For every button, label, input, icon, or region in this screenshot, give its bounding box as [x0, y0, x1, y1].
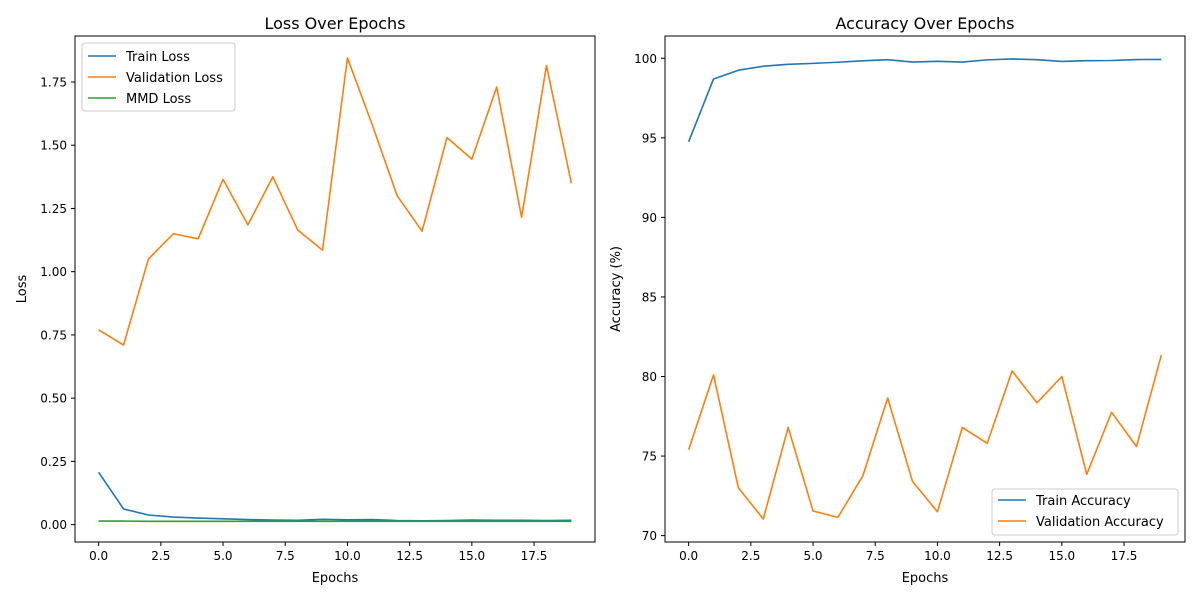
loss-plot-area	[74, 35, 596, 543]
accuracy-legend-label-validation: Validation Accuracy	[1036, 515, 1164, 530]
accuracy-legend-box	[991, 488, 1179, 536]
accuracy-chart: Accuracy Over Epochs 0.0 2.5 5.0 7.5 10.0 12.…	[609, 14, 1186, 586]
loss-chart: Loss Over Epochs 0.0 2.5 5.0 7.5 10.0 12.5 15.…	[15, 14, 596, 586]
loss-x-tick-label: 2.5	[151, 549, 170, 563]
loss-series-group	[97, 57, 573, 523]
accuracy-x-tick-label: 17.5	[1111, 549, 1138, 563]
accuracy-series-group	[687, 58, 1163, 520]
loss-x-tick-label: 0.0	[89, 549, 108, 563]
accuracy-x-ticks: 0.0 2.5 5.0 7.5 10.0 12.5 15.0 17.5	[679, 542, 1137, 563]
accuracy-y-tick-label: 75	[642, 450, 657, 464]
accuracy-y-tick-label: 70	[642, 529, 657, 543]
accuracy-y-axis-label: Accuracy (%)	[609, 246, 624, 332]
loss-legend-label-validation: Validation Loss	[126, 71, 223, 86]
loss-chart-title: Loss Over Epochs	[264, 14, 405, 33]
loss-y-tick-label: 1.25	[40, 202, 67, 216]
accuracy-y-tick-label: 80	[642, 370, 657, 384]
loss-y-ticks: 0.00 0.25 0.50 0.75 1.00 1.25 1.50 1.75	[40, 75, 75, 532]
loss-legend-box	[81, 42, 236, 112]
accuracy-series-validation-accuracy	[687, 354, 1163, 520]
accuracy-y-ticks: 70 75 80 85 90 95 100	[634, 52, 665, 543]
accuracy-x-tick-label: 0.0	[679, 549, 698, 563]
accuracy-y-tick-label: 90	[642, 211, 657, 225]
loss-x-tick-label: 15.0	[458, 549, 485, 563]
loss-y-tick-label: 0.00	[40, 518, 67, 532]
accuracy-x-tick-label: 10.0	[924, 549, 951, 563]
loss-series-train-loss	[97, 471, 572, 522]
loss-x-tick-label: 17.5	[521, 549, 548, 563]
loss-legend: Train Loss Validation Loss MMD Loss	[81, 42, 236, 112]
loss-y-tick-label: 0.50	[40, 392, 67, 406]
loss-y-tick-label: 1.50	[40, 139, 67, 153]
accuracy-series-train-accuracy	[687, 58, 1162, 143]
loss-y-tick-label: 1.75	[40, 75, 67, 89]
loss-y-tick-label: 0.25	[40, 455, 67, 469]
loss-legend-label-train: Train Loss	[125, 50, 190, 65]
loss-legend-label-mmd: MMD Loss	[126, 92, 191, 107]
accuracy-x-tick-label: 5.0	[803, 549, 822, 563]
loss-y-tick-label: 1.00	[40, 265, 67, 279]
accuracy-legend-label-train: Train Accuracy	[1035, 494, 1131, 509]
accuracy-x-tick-label: 2.5	[741, 549, 760, 563]
loss-x-ticks: 0.0 2.5 5.0 7.5 10.0 12.5 15.0 17.5	[89, 542, 547, 563]
accuracy-y-tick-label: 85	[642, 290, 657, 304]
loss-x-tick-label: 10.0	[334, 549, 361, 563]
accuracy-plot-area	[664, 35, 1186, 543]
loss-x-axis-label: Epochs	[312, 571, 359, 586]
loss-x-tick-label: 5.0	[213, 549, 232, 563]
accuracy-chart-title: Accuracy Over Epochs	[835, 14, 1014, 33]
loss-x-tick-label: 7.5	[276, 549, 295, 563]
accuracy-x-axis-label: Epochs	[902, 571, 949, 586]
loss-series-validation-loss	[98, 57, 573, 346]
loss-y-axis-label: Loss	[15, 275, 30, 304]
accuracy-x-tick-label: 7.5	[866, 549, 885, 563]
accuracy-x-tick-label: 12.5	[986, 549, 1013, 563]
accuracy-x-tick-label: 15.0	[1048, 549, 1075, 563]
loss-x-tick-label: 12.5	[396, 549, 423, 563]
loss-y-tick-label: 0.75	[40, 328, 67, 342]
accuracy-y-tick-label: 95	[642, 131, 657, 145]
accuracy-legend: Train Accuracy Validation Accuracy	[991, 488, 1179, 536]
accuracy-y-tick-label: 100	[634, 52, 657, 66]
